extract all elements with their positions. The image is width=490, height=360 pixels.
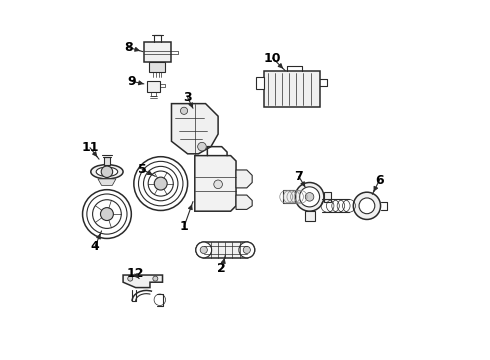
Text: 9: 9 <box>128 75 136 88</box>
Circle shape <box>359 198 375 214</box>
Text: 12: 12 <box>126 267 144 280</box>
Text: 4: 4 <box>91 240 99 253</box>
Text: 5: 5 <box>138 163 147 176</box>
Circle shape <box>148 171 173 196</box>
Circle shape <box>93 200 122 228</box>
Bar <box>149 62 165 72</box>
Polygon shape <box>236 170 252 188</box>
Bar <box>104 157 110 165</box>
Circle shape <box>299 187 319 207</box>
Bar <box>264 71 319 107</box>
Text: 7: 7 <box>294 170 303 183</box>
Ellipse shape <box>96 167 118 176</box>
Circle shape <box>197 142 206 151</box>
Polygon shape <box>172 104 218 154</box>
Circle shape <box>87 194 127 234</box>
Polygon shape <box>204 242 247 258</box>
Text: 2: 2 <box>218 262 226 275</box>
Circle shape <box>196 242 212 258</box>
Circle shape <box>239 242 255 258</box>
Polygon shape <box>324 192 331 202</box>
Circle shape <box>144 166 178 201</box>
Text: 11: 11 <box>81 141 99 154</box>
Circle shape <box>180 107 188 114</box>
Polygon shape <box>123 275 163 288</box>
Polygon shape <box>283 190 295 203</box>
Circle shape <box>305 193 314 201</box>
Text: 1: 1 <box>180 220 189 233</box>
Text: 10: 10 <box>264 51 281 64</box>
Circle shape <box>101 166 113 177</box>
Circle shape <box>353 192 381 220</box>
Polygon shape <box>98 179 116 185</box>
Circle shape <box>200 246 207 253</box>
Polygon shape <box>304 211 315 221</box>
Circle shape <box>154 177 167 190</box>
Circle shape <box>214 180 222 189</box>
Circle shape <box>153 276 158 281</box>
Bar <box>144 42 171 62</box>
Circle shape <box>139 161 183 206</box>
Text: 8: 8 <box>124 41 133 54</box>
Polygon shape <box>236 195 252 210</box>
Bar <box>256 77 264 89</box>
Polygon shape <box>195 156 236 211</box>
Bar <box>147 81 160 92</box>
Circle shape <box>243 246 250 253</box>
Ellipse shape <box>91 165 123 179</box>
Text: 6: 6 <box>375 174 384 186</box>
Text: 3: 3 <box>183 91 192 104</box>
Circle shape <box>128 276 133 281</box>
Circle shape <box>100 208 113 221</box>
Circle shape <box>82 190 131 238</box>
Circle shape <box>134 157 188 211</box>
Circle shape <box>295 183 324 211</box>
